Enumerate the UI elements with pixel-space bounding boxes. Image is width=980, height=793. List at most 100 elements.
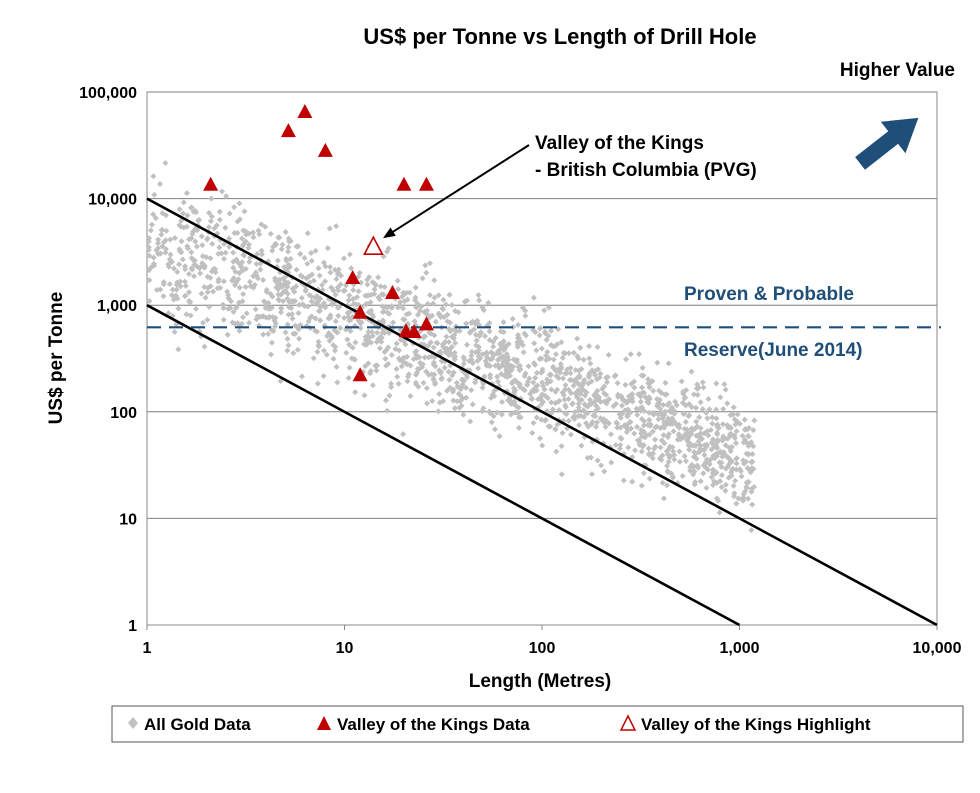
all-gold-data-point xyxy=(362,301,369,308)
all-gold-data-point xyxy=(530,419,537,426)
all-gold-data-point xyxy=(485,299,492,306)
all-gold-data-point xyxy=(343,349,350,356)
all-gold-data-point xyxy=(346,251,353,258)
all-gold-data-point xyxy=(594,457,601,464)
all-gold-data-point xyxy=(750,466,757,473)
all-gold-data-point xyxy=(469,401,476,408)
all-gold-data-point xyxy=(194,227,201,234)
all-gold-data-point xyxy=(515,424,522,431)
all-gold-data-point xyxy=(491,387,498,394)
all-gold-data-point xyxy=(298,294,305,301)
all-gold-data-point xyxy=(728,469,735,476)
all-gold-data-point xyxy=(150,260,157,267)
all-gold-data-point xyxy=(375,274,382,281)
all-gold-data-point xyxy=(151,191,158,198)
all-gold-data-point xyxy=(479,384,486,391)
all-gold-data-point xyxy=(552,388,559,395)
all-gold-data-point xyxy=(533,387,540,394)
all-gold-data-point xyxy=(694,381,701,388)
all-gold-data-point xyxy=(676,458,683,465)
all-gold-data-point xyxy=(312,247,319,254)
all-gold-data-point xyxy=(473,337,480,344)
all-gold-data-point xyxy=(188,204,195,211)
vok-data-point xyxy=(345,269,361,284)
all-gold-data-point xyxy=(322,278,329,285)
all-gold-data-point xyxy=(415,302,422,309)
all-gold-data-point xyxy=(629,395,636,402)
all-gold-data-point xyxy=(179,256,186,263)
all-gold-data-point xyxy=(332,266,339,273)
all-gold-data-point xyxy=(682,402,689,409)
all-gold-data-point xyxy=(221,240,228,247)
all-gold-data-point xyxy=(364,276,371,283)
all-gold-data-point xyxy=(440,343,447,350)
all-gold-data-point xyxy=(208,195,215,202)
all-gold-data-point xyxy=(683,458,690,465)
y-tick-label: 100 xyxy=(110,405,137,422)
all-gold-data-point xyxy=(193,263,200,270)
all-gold-data-point xyxy=(230,275,237,282)
all-gold-data-point xyxy=(325,330,332,337)
all-gold-data-point xyxy=(298,373,305,380)
all-gold-data-point xyxy=(632,447,639,454)
all-gold-data-point xyxy=(665,458,672,465)
all-gold-data-point xyxy=(655,411,662,418)
all-gold-data-point xyxy=(500,329,507,336)
all-gold-data-point xyxy=(404,378,411,385)
all-gold-data-point xyxy=(638,482,645,489)
all-gold-data-point xyxy=(562,402,569,409)
all-gold-data-point xyxy=(552,400,559,407)
all-gold-data-point xyxy=(181,278,188,285)
all-gold-data-point xyxy=(412,379,419,386)
all-gold-data-point xyxy=(652,424,659,431)
all-gold-data-point xyxy=(226,210,233,217)
all-gold-data-point xyxy=(191,257,198,264)
all-gold-data-point xyxy=(337,324,344,331)
all-gold-data-point xyxy=(570,382,577,389)
all-gold-data-point xyxy=(446,291,453,298)
all-gold-data-point xyxy=(206,209,213,216)
all-gold-data-point xyxy=(254,251,261,258)
all-gold-data-point xyxy=(315,338,322,345)
all-gold-data-point xyxy=(533,347,540,354)
all-gold-data-point xyxy=(400,305,407,312)
all-gold-data-point xyxy=(282,266,289,273)
all-gold-data-point xyxy=(284,295,291,302)
all-gold-data-point xyxy=(692,425,699,432)
all-gold-data-point xyxy=(447,384,454,391)
legend-marker-all-gold xyxy=(128,717,138,729)
all-gold-data-point xyxy=(733,500,740,507)
all-gold-data-point xyxy=(146,267,153,274)
all-gold-data-point xyxy=(159,210,166,217)
all-gold-data-point xyxy=(736,420,743,427)
all-gold-data-point xyxy=(552,426,559,433)
all-gold-data-point xyxy=(520,386,527,393)
all-gold-data-point xyxy=(649,455,656,462)
all-gold-data-point xyxy=(711,455,718,462)
all-gold-data-point xyxy=(506,398,513,405)
all-gold-data-point xyxy=(699,379,706,386)
all-gold-data-point xyxy=(286,304,293,311)
all-gold-data-point xyxy=(476,333,483,340)
all-gold-data-point xyxy=(460,411,467,418)
all-gold-data-point xyxy=(629,478,636,485)
all-gold-data-point xyxy=(168,292,175,299)
all-gold-data-point xyxy=(593,423,600,430)
all-gold-data-point xyxy=(640,442,647,449)
all-gold-data-point xyxy=(638,372,645,379)
all-gold-data-point xyxy=(358,279,365,286)
all-gold-data-point xyxy=(589,418,596,425)
all-gold-data-point xyxy=(345,313,352,320)
all-gold-data-point xyxy=(658,456,665,463)
all-gold-data-point xyxy=(646,409,653,416)
all-gold-data-point xyxy=(240,291,247,298)
all-gold-data-point xyxy=(350,286,357,293)
all-gold-data-point xyxy=(515,404,522,411)
all-gold-data-point xyxy=(618,435,625,442)
x-tick-label: 100 xyxy=(529,640,556,657)
all-gold-data-point xyxy=(351,356,358,363)
all-gold-data-point xyxy=(599,385,606,392)
all-gold-data-point xyxy=(475,365,482,372)
all-gold-data-point xyxy=(714,431,721,438)
